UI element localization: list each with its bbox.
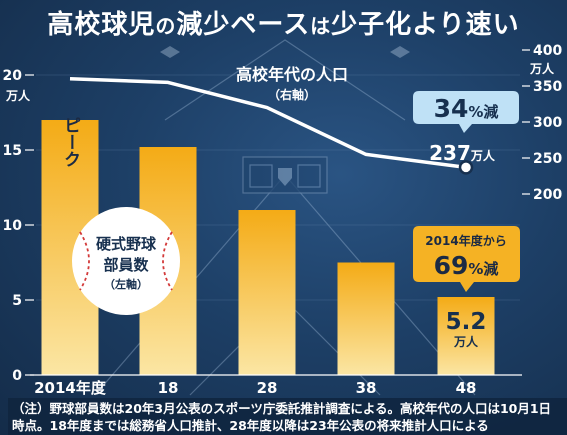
- x-tick-label-1: 18: [158, 379, 179, 397]
- peak-label: ピーク: [60, 116, 80, 167]
- title-part2: の: [155, 14, 177, 38]
- line-decrease-callout-box: [413, 91, 519, 133]
- x-axis: 2014年度 18 28 38 48: [30, 374, 522, 397]
- left-axis-unit: 万人: [5, 88, 31, 103]
- right-tick-label-0: 200: [533, 187, 562, 203]
- baseball-icon: [72, 207, 180, 315]
- bar-legend-line3: （左軸）: [104, 277, 148, 291]
- title-part1: 高校球児: [47, 10, 156, 40]
- bar-decrease-callout-box: [413, 226, 520, 292]
- footnote: （注）野球部員数は20年3月公表のスポーツ庁委託推計調査による。高校年代の人口は…: [8, 398, 567, 435]
- x-tick-label-2: 28: [257, 379, 278, 397]
- line-series-label: 高校年代の人口: [236, 65, 348, 84]
- line-end-point: [458, 160, 474, 175]
- x-tick-label-0: 2014年度: [34, 379, 107, 397]
- line-end-value: 237: [429, 141, 471, 165]
- baseball-seam-right: [162, 231, 173, 291]
- right-tick-label-3: 350: [533, 79, 562, 95]
- x-tick-label-4: 48: [456, 379, 477, 397]
- bar-decrease-suffix: %減: [468, 260, 498, 278]
- line-decrease-pct: 34: [434, 94, 469, 123]
- left-tick-label-0: 0: [12, 368, 22, 384]
- right-tick-label-2: 300: [533, 115, 562, 131]
- footnote-line2: 時点。18年度までは総務省人口推計、28年度以降は23年公表の将来推計人口による: [12, 418, 489, 433]
- title-part5: 少子化より速い: [331, 10, 520, 40]
- line-end-label: 237万人: [429, 141, 496, 165]
- bar-2: [238, 210, 296, 375]
- left-tick-label-3: 15: [3, 143, 22, 159]
- right-axis-unit: 万人: [529, 61, 555, 76]
- bar-3: [337, 262, 395, 375]
- bar-4: [437, 297, 495, 375]
- bar-end-unit: 万人: [453, 334, 479, 349]
- line-series-axis-note: （右軸）: [268, 87, 316, 102]
- chart-title: 高校球児の減少ペースは少子化より速い: [0, 4, 567, 41]
- bar-end-value: 5.2: [446, 309, 487, 335]
- bar-series: [41, 120, 495, 375]
- line-path: [69, 77, 467, 170]
- left-axis: 0 5 10 15 20: [3, 68, 34, 384]
- line-decrease-suffix: %減: [468, 103, 498, 121]
- title-part3: 減少ペース: [176, 10, 311, 40]
- baseball-seam-left: [79, 231, 90, 291]
- right-tick-label-1: 250: [533, 151, 562, 167]
- left-tick-label-1: 5: [12, 293, 22, 309]
- bar-decrease-pct: 69: [434, 251, 469, 280]
- bar-decrease-callout: 2014年度から 69%減: [413, 226, 520, 292]
- bar-legend-line1: 硬式野球: [96, 235, 157, 253]
- left-tick-label-4: 20: [3, 68, 23, 84]
- line-decrease-callout: 34%減: [413, 91, 519, 133]
- bar-decrease-text: 69%減: [434, 251, 499, 280]
- line-series: [69, 77, 474, 175]
- bar-decrease-prefix: 2014年度から: [425, 233, 506, 248]
- line-end-unit: 万人: [470, 148, 496, 163]
- bar-series-legend: 硬式野球 部員数 （左軸）: [72, 207, 180, 315]
- bar-legend-line2: 部員数: [103, 256, 149, 274]
- right-tick-label-4: 400: [533, 43, 562, 59]
- title-part4: は: [310, 14, 332, 38]
- x-tick-label-3: 38: [356, 379, 377, 397]
- footnote-line1: （注）野球部員数は20年3月公表のスポーツ庁委託推計調査による。高校年代の人口は…: [12, 401, 552, 416]
- line-decrease-text: 34%減: [434, 94, 499, 123]
- left-tick-label-2: 10: [3, 218, 23, 234]
- right-axis: 200 250 300 350 400: [522, 43, 562, 203]
